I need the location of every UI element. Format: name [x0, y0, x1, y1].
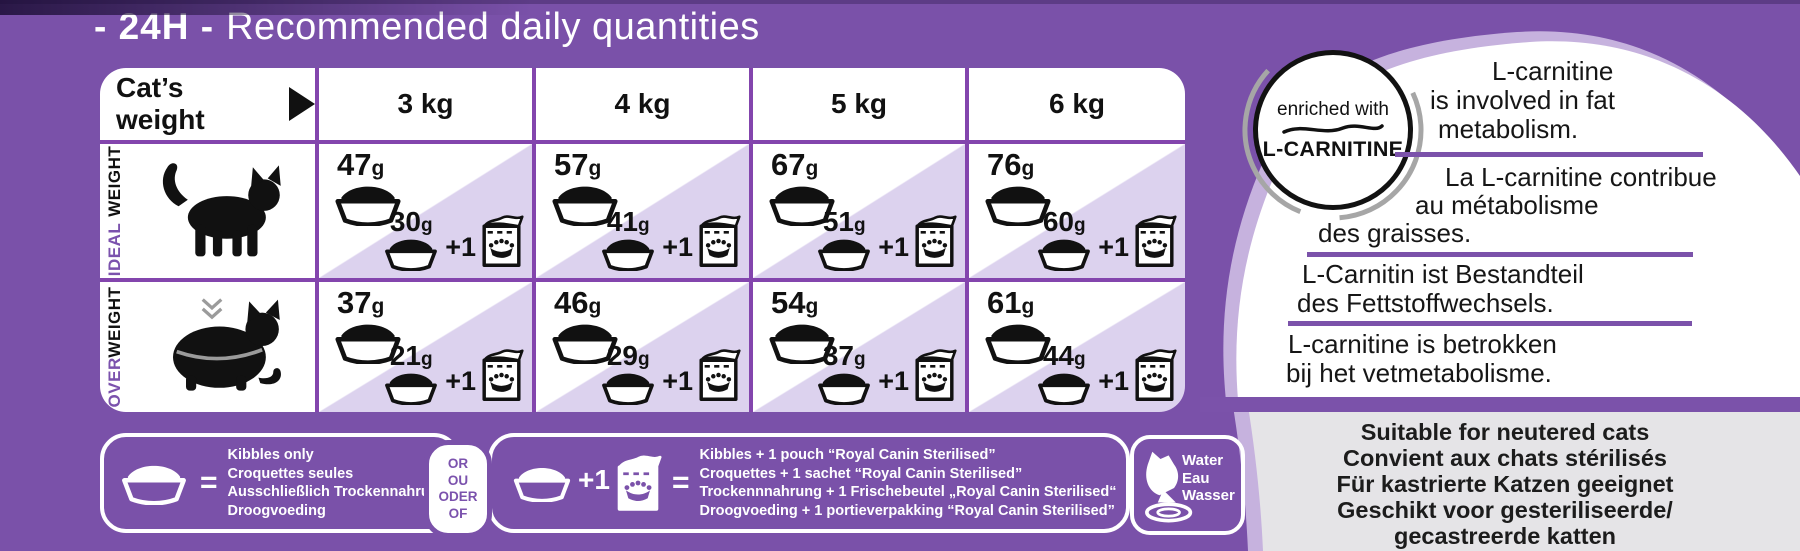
- kibble-bowl-icon: [597, 236, 659, 271]
- badge-l-carnitine-text: L-CARNITINE: [1262, 136, 1404, 161]
- cell-overweight-3kg: 37g 21g +1: [319, 282, 532, 412]
- pouch-icon: [479, 211, 524, 271]
- cats-weight-header: Cat’s weight: [100, 68, 315, 140]
- weight-header-6kg: 6 kg: [969, 68, 1185, 140]
- l-carnitine-badge: enriched with L-CARNITINE: [1253, 50, 1413, 210]
- claim-dutch: L-carnitine is betrokken bij het vetmeta…: [1286, 329, 1557, 388]
- mixed-feeding-text: Kibbles + 1 pouch “Royal Canin Sterilise…: [699, 447, 1117, 519]
- claim-divider: [1288, 321, 1692, 326]
- overweight-cat-icon: [147, 294, 303, 398]
- ideal-cat-icon: [147, 158, 303, 262]
- pouch-icon: [912, 345, 957, 405]
- ideal-weight-label: IDEALWEIGHT: [105, 145, 124, 277]
- cell-overweight-6kg: 61g 44g +1: [969, 282, 1185, 412]
- weight-header-5kg: 5 kg: [753, 68, 965, 140]
- pouch-icon: [696, 211, 741, 271]
- claim-english: L-carnitine is involved in fat metabolis…: [1430, 56, 1615, 144]
- pouch-icon: [614, 452, 662, 514]
- cell-ideal-4kg: 57g 41g +1: [536, 144, 749, 278]
- arrow-right-icon: [289, 87, 315, 121]
- claim-french: La L-carnitine contribue au métabolisme …: [1318, 162, 1717, 248]
- top-shadow: [0, 0, 760, 15]
- claim-german: L-Carnitin ist Bestandteil des Fettstoff…: [1297, 259, 1584, 318]
- weight-header-4kg: 4 kg: [536, 68, 749, 140]
- kibble-bowl-icon: [813, 236, 875, 271]
- kibble-bowl-icon: [1033, 236, 1095, 271]
- plus-one-label: +1: [445, 232, 476, 262]
- kibble-bowl-icon: [1033, 370, 1095, 405]
- kibble-bowl-icon: [380, 236, 442, 271]
- kibble-bowl-icon: [118, 461, 190, 505]
- claim-divider: [1307, 252, 1693, 257]
- row-label-ideal-weight: IDEALWEIGHT: [100, 144, 315, 278]
- kibble-bowl-icon: [380, 370, 442, 405]
- badge-outer-arcs: [1242, 39, 1424, 221]
- kibbles-only-text: Kibbles only Croquettes seules Ausschlie…: [227, 447, 448, 519]
- kibble-bowl-icon: [597, 370, 659, 405]
- row-label-overweight: OVERWEIGHT: [100, 282, 315, 412]
- wave-line-icon: [1282, 123, 1384, 134]
- claim-divider: [1395, 152, 1703, 157]
- pouch-icon: [479, 345, 524, 405]
- legend-kibbles-only: = Kibbles only Croquettes seules Ausschl…: [100, 433, 460, 533]
- equals-sign: =: [671, 466, 690, 499]
- kibble-plus-pouch-amount: 30g +1: [380, 206, 524, 271]
- plus-one-label: +1: [578, 464, 610, 495]
- equals-sign: =: [200, 466, 218, 499]
- feeding-table: Cat’s weight 3 kg 4 kg 5 kg 6 kg IDEALWE…: [100, 68, 1185, 412]
- or-separator: OR OU ODER OF: [424, 440, 492, 538]
- pouch-icon: [912, 211, 957, 271]
- cell-overweight-5kg: 54g 37g +1: [753, 282, 965, 412]
- cats-weight-label: Cat’s weight: [116, 72, 205, 135]
- top-edge-shadow: [0, 0, 1800, 4]
- cell-ideal-3kg: 47g 30g +1: [319, 144, 532, 278]
- legend-mixed-feeding: +1 = Kibbles + 1 pouch “Royal Canin Ster…: [488, 433, 1130, 533]
- suitability-statement: Suitable for neutered cats Convient aux …: [1336, 419, 1674, 549]
- kibble-only-amount: 47g: [331, 148, 405, 226]
- cell-ideal-5kg: 67g 51g +1: [753, 144, 965, 278]
- weight-header-3kg: 3 kg: [319, 68, 532, 140]
- overweight-label: OVERWEIGHT: [105, 286, 124, 408]
- pouch-icon: [1132, 211, 1177, 271]
- badge-enriched-text: enriched with: [1277, 98, 1389, 120]
- pouch-icon: [696, 345, 741, 405]
- cell-ideal-6kg: 76g 60g +1: [969, 144, 1185, 278]
- cell-overweight-4kg: 46g 29g +1: [536, 282, 749, 412]
- water-reminder: Water Eau Wasser: [1130, 435, 1245, 535]
- water-labels: Water Eau Wasser: [1182, 452, 1235, 504]
- kibble-bowl-icon: [510, 464, 574, 502]
- kibble-bowl-icon: [813, 370, 875, 405]
- pouch-icon: [1132, 345, 1177, 405]
